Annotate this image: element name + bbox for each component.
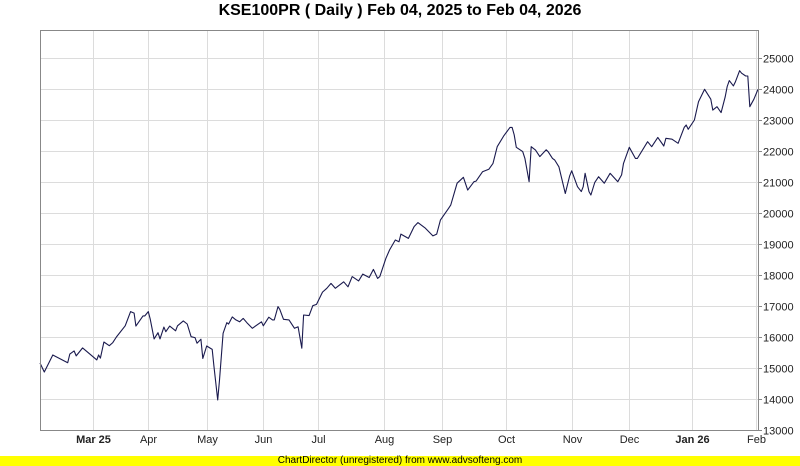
footer-text: ChartDirector (unregistered) from www.ad… [277, 455, 523, 466]
price-chart: 13000 14000 15000 16000 17000 18000 19000 20000… [39, 30, 794, 446]
y-tick-label: 20000 [763, 209, 794, 221]
y-tick-label: 25000 [763, 54, 794, 66]
x-tick-label: Apr [140, 434, 157, 446]
y-tick-label: 23000 [763, 116, 794, 128]
x-tick-label: Jul [311, 434, 325, 446]
y-tick-label: 19000 [763, 240, 794, 252]
y-tick-label: 16000 [763, 333, 794, 345]
chart-title: KSE100PR ( Daily ) Feb 04, 2025 to Feb 0… [218, 2, 582, 19]
x-tick-label: Sep [433, 434, 453, 446]
price-line [39, 70, 759, 401]
x-tick-label: Oct [498, 434, 515, 446]
x-tick-label: Mar 25 [76, 434, 111, 446]
x-tick-label: Feb [747, 434, 766, 446]
y-tick-label: 21000 [763, 178, 794, 190]
watermark-footer: ChartDirector (unregistered) from www.ad… [0, 455, 800, 466]
y-tick-label: 18000 [763, 271, 794, 283]
x-tick-label: Jan 26 [675, 434, 709, 446]
x-axis-labels: Mar 25 Apr May Jun Jul Aug Sep Oct Nov Dec Jan 26 F… [76, 434, 766, 446]
y-tick-label: 13000 [763, 426, 794, 438]
y-tick-label: 14000 [763, 395, 794, 407]
y-tick-label: 17000 [763, 302, 794, 314]
y-tick-label: 22000 [763, 147, 794, 159]
x-tick-label: Jun [255, 434, 273, 446]
plot-frame [40, 30, 762, 431]
x-tick-label: Dec [620, 434, 640, 446]
y-tick-label: 15000 [763, 364, 794, 376]
x-tick-label: Nov [563, 434, 583, 446]
x-tick-label: Aug [375, 434, 395, 446]
y-tick-label: 24000 [763, 85, 794, 97]
y-axis-labels: 13000 14000 15000 16000 17000 18000 19000 20000… [763, 54, 794, 438]
grid [40, 30, 758, 431]
x-tick-label: May [197, 434, 218, 446]
